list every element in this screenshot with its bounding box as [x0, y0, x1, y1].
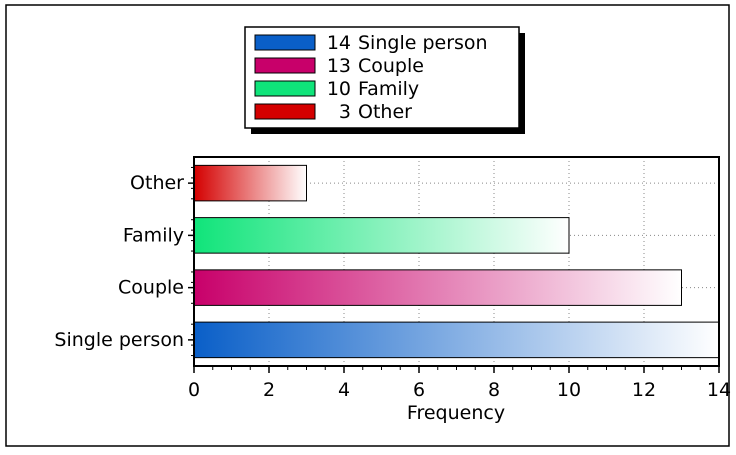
legend-swatch: [254, 103, 316, 120]
x-tick-label: 4: [338, 379, 350, 401]
bar: [193, 269, 682, 306]
bar: [193, 217, 570, 254]
legend: 14 Single person 13 Couple 10 Family 3 Other: [244, 26, 525, 134]
axes: Single person Couple Family Other 0 2 4 6 8 10 12 1…: [54, 166, 731, 401]
x-tick-label: 10: [557, 379, 581, 401]
y-tick-label: Other: [130, 172, 184, 194]
grid-lines: [194, 157, 719, 366]
bar: [193, 164, 307, 202]
bars: [193, 164, 720, 359]
legend-count: 13: [327, 55, 351, 77]
y-tick-label: Couple: [118, 277, 184, 299]
y-tick-label: Family: [123, 224, 184, 246]
legend-swatch: [254, 34, 316, 51]
legend-label: Other: [358, 101, 412, 123]
x-tick-label: 6: [413, 379, 425, 401]
y-tick-label: Single person: [54, 329, 184, 351]
x-tick-label: 14: [707, 379, 731, 401]
legend-swatch: [254, 80, 316, 97]
legend-swatch: [254, 57, 316, 74]
x-tick-label: 0: [188, 379, 200, 401]
x-tick-label: 2: [263, 379, 275, 401]
legend-count: 10: [327, 78, 351, 100]
legend-label: Single person: [358, 32, 488, 54]
x-tick-label: 12: [632, 379, 656, 401]
legend-label: Couple: [358, 55, 424, 77]
x-axis-label: Frequency: [407, 402, 505, 424]
legend-label: Family: [358, 78, 419, 100]
bar: [193, 321, 720, 359]
legend-count: 3: [339, 101, 351, 123]
x-tick-label: 8: [488, 379, 500, 401]
legend-count: 14: [327, 32, 351, 54]
